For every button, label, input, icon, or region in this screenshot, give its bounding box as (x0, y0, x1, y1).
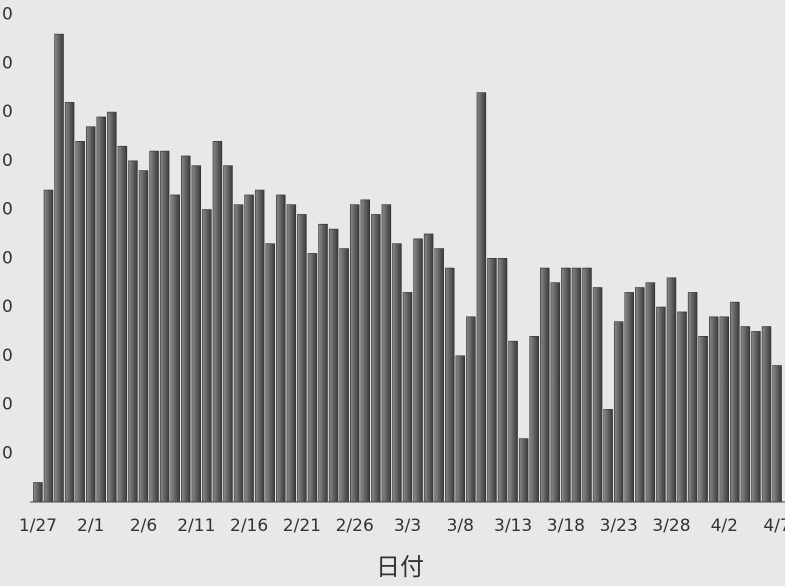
bar (529, 335, 539, 503)
x-tick-label: 2/11 (177, 516, 215, 536)
bar (33, 482, 43, 503)
bar (624, 292, 634, 503)
x-tick-label: 2/26 (336, 516, 374, 536)
bar (476, 92, 487, 503)
bar (64, 102, 75, 503)
x-tick-label: 4/7 (763, 516, 785, 536)
x-tick-label: 2/6 (130, 516, 157, 536)
bar (508, 340, 518, 503)
bar (561, 267, 571, 503)
x-tick-label: 3/23 (600, 516, 638, 536)
bar (107, 111, 117, 503)
bar (223, 165, 233, 503)
bar (423, 233, 434, 503)
y-tick-label: 0 (2, 443, 13, 463)
bar (445, 267, 455, 503)
bar (318, 223, 328, 503)
bar (181, 155, 191, 503)
bar (719, 316, 730, 503)
bar (772, 365, 782, 503)
bar (170, 194, 180, 503)
bar (244, 194, 254, 503)
x-tick-label: 2/21 (283, 516, 321, 536)
bar (360, 199, 370, 503)
bar (191, 165, 202, 503)
bar (371, 214, 381, 503)
x-tick-label: 3/18 (547, 516, 585, 536)
bar (381, 204, 392, 503)
bar (434, 248, 444, 503)
x-tick-label: 2/1 (77, 516, 104, 536)
bar (603, 409, 613, 503)
bar (550, 282, 561, 503)
y-tick-label: 0 (2, 248, 13, 268)
bar (677, 311, 687, 503)
bar (540, 267, 550, 503)
x-tick-label: 4/2 (711, 516, 738, 536)
bar (85, 126, 96, 503)
y-tick-label: 0 (2, 395, 13, 415)
bar (328, 228, 339, 503)
bar (212, 141, 223, 503)
bar (43, 189, 54, 503)
y-tick-label: 0 (2, 102, 13, 122)
bar (286, 204, 297, 503)
bar (730, 301, 740, 503)
bar (571, 267, 582, 503)
y-tick-label: 0 (2, 53, 13, 73)
bar (466, 316, 476, 503)
bar (708, 316, 719, 503)
bar (349, 204, 360, 503)
y-tick-label: 0 (2, 200, 13, 220)
bar (202, 209, 212, 503)
x-tick-label: 2/16 (230, 516, 268, 536)
bar (645, 282, 656, 503)
bar (117, 145, 128, 503)
bar (751, 331, 761, 503)
x-tick-label: 3/13 (494, 516, 532, 536)
bar (592, 287, 603, 503)
x-tick-label: 3/3 (394, 516, 421, 536)
bar (740, 326, 751, 503)
bar (75, 141, 85, 503)
bar (96, 116, 107, 503)
bar (761, 326, 772, 503)
bar (666, 277, 677, 503)
bar (265, 243, 275, 503)
bar (339, 248, 349, 503)
y-tick-label: 0 (2, 151, 13, 171)
bar (518, 438, 529, 503)
bar (297, 214, 307, 503)
bar (656, 306, 666, 503)
y-tick-label: 0 (2, 346, 13, 366)
bar (582, 267, 592, 503)
bar (233, 204, 244, 503)
bar (487, 258, 497, 503)
bar (307, 253, 318, 503)
bar (159, 150, 170, 503)
bar (128, 160, 138, 503)
bar (613, 321, 624, 503)
bar (455, 355, 466, 503)
bar (54, 33, 64, 503)
bar (402, 292, 413, 503)
bar (254, 189, 265, 503)
bar (138, 170, 149, 503)
bar (635, 287, 645, 503)
y-tick-label: 0 (2, 297, 13, 317)
bar (698, 335, 708, 503)
y-tick-label: 0 (2, 5, 13, 25)
bar (276, 194, 286, 503)
bar (392, 243, 402, 503)
x-tick-label: 3/8 (447, 516, 474, 536)
x-tick-label: 3/28 (652, 516, 690, 536)
bar (149, 150, 159, 503)
bar (497, 258, 508, 503)
bar (687, 292, 698, 503)
bar (413, 238, 423, 503)
x-tick-label: 1/27 (19, 516, 57, 536)
x-axis-label: 日付 (376, 553, 424, 581)
